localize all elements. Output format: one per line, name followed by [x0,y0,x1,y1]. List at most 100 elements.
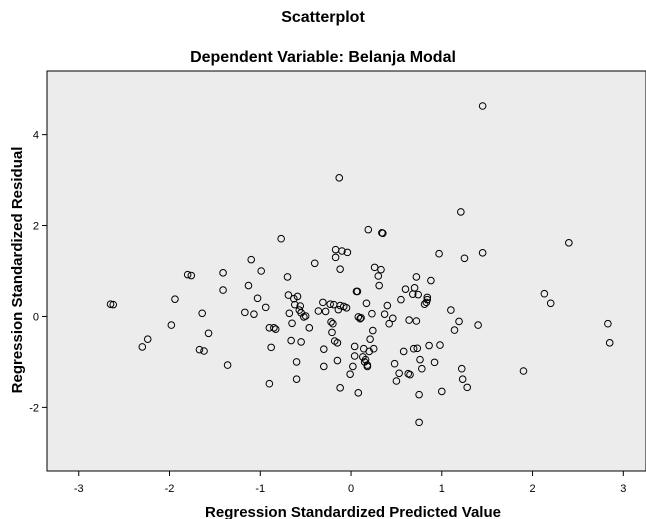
data-point [333,339,342,347]
y-tick-label: 2 [33,221,39,233]
data-point [349,362,357,371]
data-point [204,329,213,338]
data-point [412,317,421,325]
data-point [388,314,397,323]
data-point [457,208,465,216]
data-point [336,265,344,273]
data-point [478,249,487,257]
data-point [435,249,443,258]
data-point [241,308,249,317]
data-point [334,305,343,314]
data-point [399,347,408,356]
data-point [338,247,346,255]
chart-subtitle: Dependent Variable: Belanja Modal [190,49,456,66]
data-point [143,335,152,343]
data-point [267,343,275,352]
data-point [342,304,351,312]
y-tick-label: -2 [29,402,39,414]
data-point [350,342,359,351]
axis-ticks: -3 -2 -1 0 1 2 3 -2 0 2 4 [29,130,626,495]
data-point [366,335,374,343]
data-point [350,352,359,360]
data-point [320,362,328,371]
data-point [415,390,423,399]
data-point [409,344,418,353]
data-point [410,284,419,292]
data-point [292,358,301,366]
data-point [353,287,362,296]
data-point [413,344,422,353]
data-point [427,276,435,285]
data-point [414,290,422,299]
data-point [195,345,204,354]
data-point [460,254,469,263]
data-point [305,324,314,332]
data-point [478,102,487,110]
data-point [605,339,614,347]
data-point [250,310,258,318]
data-point [265,379,274,388]
data-point [106,300,115,308]
data-point [343,248,352,257]
y-tick-label: 4 [33,130,39,142]
x-axis-title: Regression Standardized Predicted Value [205,504,501,519]
data-point [257,267,265,275]
data-point [167,321,176,329]
data-point [329,319,337,328]
data-point [363,362,372,371]
data-point [430,358,439,367]
data-point [370,263,379,272]
data-point [290,300,299,309]
data-point [301,312,310,320]
data-point [392,377,401,385]
data-point [604,319,612,328]
data-point [310,259,319,268]
data-point [261,303,270,312]
data-point [327,318,335,326]
x-tick-label: -2 [165,483,175,495]
y-axis-title: Regression Standardized Residual [9,147,26,394]
data-point [405,316,413,324]
data-point [416,355,424,364]
data-point [247,255,256,264]
x-tick-label: 2 [529,483,535,495]
data-point [354,389,363,397]
data-point [369,326,377,335]
data-point [423,293,432,302]
data-point [447,306,455,314]
data-point [463,383,472,392]
data-point [200,347,208,355]
data-point [219,269,227,277]
data-point [328,328,336,337]
data-point [326,300,334,308]
data-point [319,298,327,307]
data-point [380,310,389,318]
data-point [297,338,305,346]
data-point [379,229,387,238]
data-point [415,418,423,427]
data-point [385,319,393,328]
data-point [171,295,179,303]
data-point [333,356,342,365]
data-point [540,289,549,298]
data-point [450,326,459,334]
data-point [359,353,367,361]
data-point [423,295,432,304]
data-point [321,307,330,316]
data-point [331,253,340,262]
data-point [270,324,278,332]
data-point [287,336,295,345]
data-point [271,325,280,333]
data-point [383,301,392,310]
data-point [364,225,373,234]
data-point [284,291,293,299]
x-tick-label: 0 [348,483,354,495]
data-point [390,359,399,368]
data-point [436,341,444,349]
data-point [320,345,328,353]
data-point [187,271,196,280]
data-point [336,384,344,392]
data-point [198,309,206,318]
data-point [244,281,253,290]
data-point [285,309,294,318]
